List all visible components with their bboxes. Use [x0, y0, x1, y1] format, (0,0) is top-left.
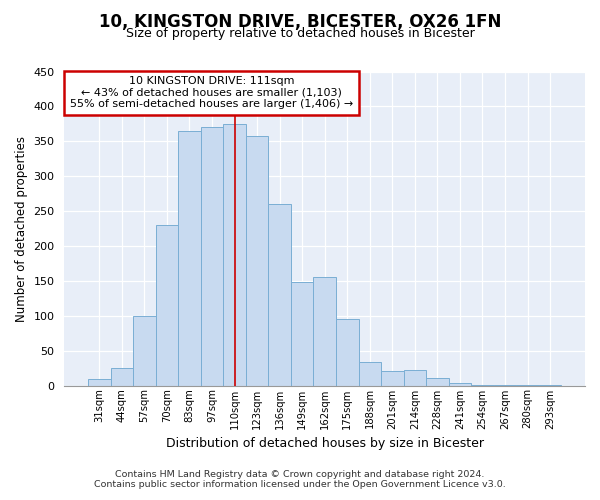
Bar: [381, 371, 404, 386]
Bar: [359, 362, 381, 386]
Bar: [178, 131, 201, 386]
Bar: [246, 136, 268, 386]
Text: 10, KINGSTON DRIVE, BICESTER, OX26 1FN: 10, KINGSTON DRIVE, BICESTER, OX26 1FN: [99, 12, 501, 30]
Bar: [449, 384, 471, 386]
Bar: [110, 368, 133, 386]
X-axis label: Distribution of detached houses by size in Bicester: Distribution of detached houses by size …: [166, 437, 484, 450]
Bar: [88, 378, 110, 386]
Bar: [471, 385, 494, 386]
Bar: [516, 385, 539, 386]
Bar: [313, 278, 336, 386]
Bar: [133, 316, 155, 386]
Bar: [201, 128, 223, 386]
Text: Contains HM Land Registry data © Crown copyright and database right 2024.
Contai: Contains HM Land Registry data © Crown c…: [94, 470, 506, 489]
Bar: [291, 282, 313, 386]
Text: Size of property relative to detached houses in Bicester: Size of property relative to detached ho…: [125, 28, 475, 40]
Bar: [426, 378, 449, 386]
Bar: [494, 385, 516, 386]
Bar: [404, 370, 426, 386]
Text: 10 KINGSTON DRIVE: 111sqm
← 43% of detached houses are smaller (1,103)
55% of se: 10 KINGSTON DRIVE: 111sqm ← 43% of detac…: [70, 76, 353, 110]
Bar: [268, 204, 291, 386]
Bar: [155, 225, 178, 386]
Bar: [539, 385, 562, 386]
Y-axis label: Number of detached properties: Number of detached properties: [15, 136, 28, 322]
Bar: [223, 124, 246, 386]
Bar: [336, 318, 359, 386]
